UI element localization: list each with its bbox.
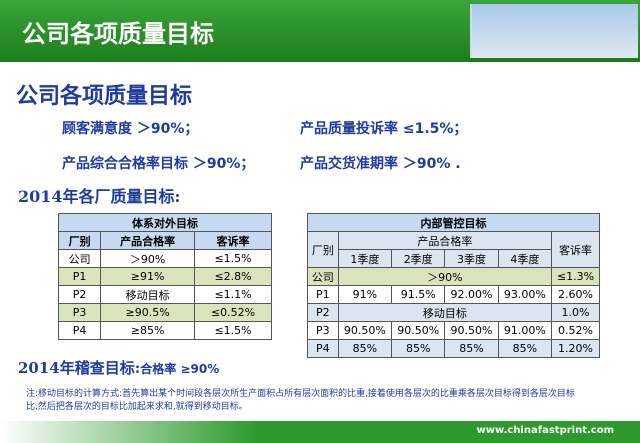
table-cell: ≤2.8%	[194, 267, 272, 286]
table-cell: 产品合格率	[100, 231, 196, 250]
goal: 顾客满意度 ＞90%；	[62, 118, 198, 138]
table-cell: ＞90%	[337, 267, 553, 286]
table-row: 厂别 产品合格率 客诉率	[57, 231, 272, 250]
goal: 产品质量投诉率 ≤1.5%；	[300, 118, 467, 138]
table-cell: 厂别	[57, 231, 102, 250]
table-row: 体系对外目标	[58, 213, 272, 232]
table-cell: 93.00%	[497, 285, 553, 304]
goal-label: 产品综合合格率目标	[62, 156, 188, 172]
table-cell: ≥91%	[100, 267, 196, 286]
table-cell: ≤1.1%	[194, 285, 272, 304]
goal-value: ＞90%；	[192, 156, 255, 172]
table-row: 1季度 2季度 3季度 4季度	[307, 249, 600, 268]
section-title: 2014年各厂质量目标:	[18, 187, 181, 206]
table-row: P2 移动目标 1.0%	[307, 303, 600, 322]
table-cell: 91.00%	[497, 321, 553, 340]
table-cell: 2季度	[391, 249, 446, 268]
table-cell: 4季度	[497, 249, 553, 268]
table-cell: P4	[57, 321, 102, 340]
table-cell: P1	[57, 267, 102, 286]
table-row: 内部管控目标	[307, 213, 600, 232]
note: 注:移动目标的计算方式:首先算出某个时间段各层次所生产面积占所有层次面积的比重,…	[26, 389, 575, 412]
table-cell: 85%	[497, 339, 553, 358]
table-cell: 92.00%	[444, 285, 499, 304]
table-cell: P1	[307, 285, 339, 304]
table-cell: 体系对外目标	[58, 213, 272, 232]
table-cell: P4	[307, 339, 339, 358]
table-cell: ≤1.5%	[194, 249, 272, 268]
table-cell: 1.0%	[551, 303, 600, 322]
table-cell: 移动目标	[337, 303, 553, 322]
table-row: P3 90.50% 90.50% 90.50% 91.00% 0.52%	[307, 321, 600, 340]
table-row: P1 ≥91% ≤2.8%	[57, 267, 272, 286]
header-title: 公司各项质量目标	[22, 20, 214, 48]
table-cell: P3	[307, 321, 339, 340]
internal-table: 内部管控目标 厂别 产品合格率 客诉率 1季度 2季度 3季度 4季度 公司 ＞90% ≤1.3% P…	[307, 213, 600, 358]
audit-target: 2014年稽查目标:合格率 ≥90%	[18, 357, 219, 378]
table-cell: 90.50%	[391, 321, 446, 340]
table-cell: 90.50%	[444, 321, 499, 340]
table-cell: 内部管控目标	[307, 213, 600, 232]
goal-label: 产品质量投诉率	[300, 121, 398, 137]
table-row: 公司 ＞90% ≤1.3%	[307, 267, 600, 286]
table-cell: 公司	[57, 249, 102, 268]
building-image	[470, 4, 638, 58]
table-cell: P2	[307, 303, 339, 322]
table-cell: 85%	[337, 339, 393, 358]
table-cell: P2	[57, 285, 102, 304]
table-cell: ≤1.3%	[551, 267, 600, 286]
footer-url: www.chinafastprint.com	[476, 425, 614, 436]
table-cell: P3	[57, 303, 102, 322]
table-row: P4 85% 85% 85% 85% 1.20%	[307, 339, 600, 358]
table-row: 厂别 产品合格率 客诉率	[307, 231, 600, 268]
table-cell: 85%	[444, 339, 499, 358]
table-row: P2 移动目标 ≤1.1%	[57, 285, 272, 304]
goal-value: ≤1.5%；	[402, 121, 468, 137]
goal-label: 顾客满意度	[62, 121, 132, 137]
table-cell: 91.5%	[391, 285, 446, 304]
table-cell: ≥90.5%	[100, 303, 196, 322]
table-cell: 2.60%	[551, 285, 600, 304]
goal: 产品交货准期率 ＞90% .	[300, 153, 461, 173]
table-cell: 厂别	[307, 231, 339, 268]
table-cell: ≤0.52%	[194, 303, 272, 322]
goal: 产品综合合格率目标 ＞90%；	[62, 153, 254, 173]
audit-value: 合格率 ≥90%	[140, 362, 220, 376]
table-cell: 3季度	[444, 249, 499, 268]
table-cell: 1.20%	[551, 339, 600, 358]
table-row: P1 91% 91.5% 92.00% 93.00% 2.60%	[307, 285, 600, 304]
table-cell: 公司	[307, 267, 339, 286]
table-cell: 客诉率	[194, 231, 272, 250]
goal-value: ＞90%；	[136, 121, 199, 137]
table-row: P4 ≥85% ≤1.5%	[57, 321, 272, 340]
table-cell: ＞90%	[100, 249, 196, 268]
table-cell: 移动目标	[100, 285, 196, 304]
table-cell: 产品合格率	[337, 231, 553, 250]
table-cell: ≤1.5%	[194, 321, 272, 340]
table-cell: 90.50%	[337, 321, 393, 340]
goal-label: 产品交货准期率	[300, 156, 398, 172]
table-row: 公司 ＞90% ≤1.5%	[57, 249, 272, 268]
table-row: P3 ≥90.5% ≤0.52%	[57, 303, 272, 322]
subtitle: 公司各项质量目标	[16, 84, 193, 109]
table-cell: 85%	[391, 339, 446, 358]
table-cell: ≥85%	[100, 321, 196, 340]
table-cell: 0.52%	[551, 321, 600, 340]
goal-value: ＞90% .	[402, 156, 461, 172]
table-cell: 91%	[337, 285, 393, 304]
table-cell: 客诉率	[551, 231, 600, 268]
footer-band: www.chinafastprint.com	[0, 421, 640, 443]
audit-label: 2014年稽查目标:	[18, 359, 141, 377]
table-cell: 1季度	[337, 249, 393, 268]
header-band: 公司各项质量目标	[0, 0, 640, 62]
external-table: 体系对外目标 厂别 产品合格率 客诉率 公司 ＞90% ≤1.5% P1 ≥91% ≤2.8% P2…	[57, 213, 272, 340]
